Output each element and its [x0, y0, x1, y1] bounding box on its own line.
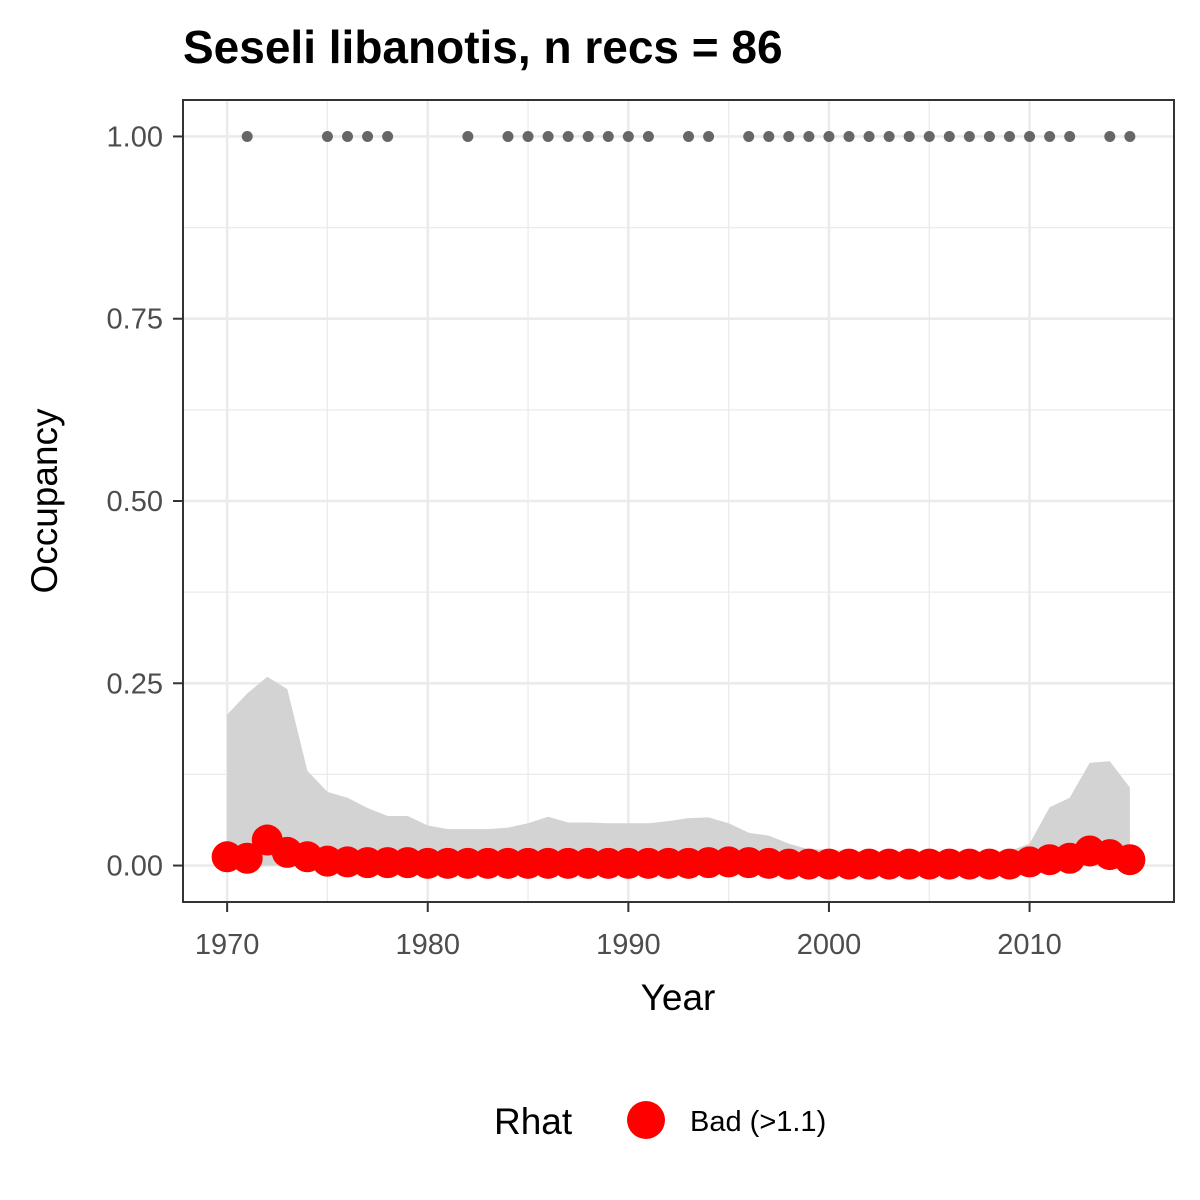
y-tick-label: 0.00: [107, 851, 163, 883]
record-point: [944, 131, 955, 142]
y-tick-label: 0.75: [107, 304, 163, 336]
record-point: [462, 131, 473, 142]
y-axis: 0.00 0.25 0.50 0.75 1.00: [107, 121, 183, 882]
legend-label-bad: Bad (>1.1): [690, 1106, 826, 1138]
record-point: [823, 131, 834, 142]
record-point: [362, 131, 373, 142]
record-point: [1004, 131, 1015, 142]
record-point: [763, 131, 774, 142]
x-axis: 1970 1980 1990 2000 2010: [195, 902, 1062, 961]
record-point: [743, 131, 754, 142]
record-point: [864, 131, 875, 142]
x-tick-label: 2010: [997, 929, 1062, 961]
record-point: [623, 131, 634, 142]
record-point: [563, 131, 574, 142]
record-point: [543, 131, 554, 142]
x-tick-label: 2000: [797, 929, 862, 961]
record-point: [783, 131, 794, 142]
record-point: [603, 131, 614, 142]
record-point: [502, 131, 513, 142]
record-point: [844, 131, 855, 142]
occupancy-point: [1114, 844, 1145, 875]
x-tick-label: 1990: [596, 929, 661, 961]
record-point: [1104, 131, 1115, 142]
x-axis-title: Year: [641, 977, 716, 1018]
record-point: [884, 131, 895, 142]
record-point: [803, 131, 814, 142]
y-axis-title: Occupancy: [24, 408, 65, 594]
record-point: [703, 131, 714, 142]
record-point: [964, 131, 975, 142]
record-point: [1024, 131, 1035, 142]
legend: Rhat Bad (>1.1): [494, 1101, 826, 1142]
y-tick-label: 0.25: [107, 668, 163, 700]
record-point: [643, 131, 654, 142]
record-point: [904, 131, 915, 142]
record-point: [382, 131, 393, 142]
record-point: [1044, 131, 1055, 142]
record-point: [1064, 131, 1075, 142]
record-point: [322, 131, 333, 142]
record-point: [683, 131, 694, 142]
chart-title: Seseli libanotis, n recs = 86: [183, 21, 783, 73]
record-point: [242, 131, 253, 142]
legend-title: Rhat: [494, 1101, 573, 1142]
record-point: [984, 131, 995, 142]
legend-key-bad: [627, 1101, 665, 1139]
record-point: [523, 131, 534, 142]
record-point: [583, 131, 594, 142]
record-point: [924, 131, 935, 142]
y-tick-label: 1.00: [107, 121, 163, 153]
y-tick-label: 0.50: [107, 486, 163, 518]
record-point: [342, 131, 353, 142]
x-tick-label: 1970: [195, 929, 260, 961]
x-tick-label: 1980: [395, 929, 460, 961]
record-point: [1124, 131, 1135, 142]
